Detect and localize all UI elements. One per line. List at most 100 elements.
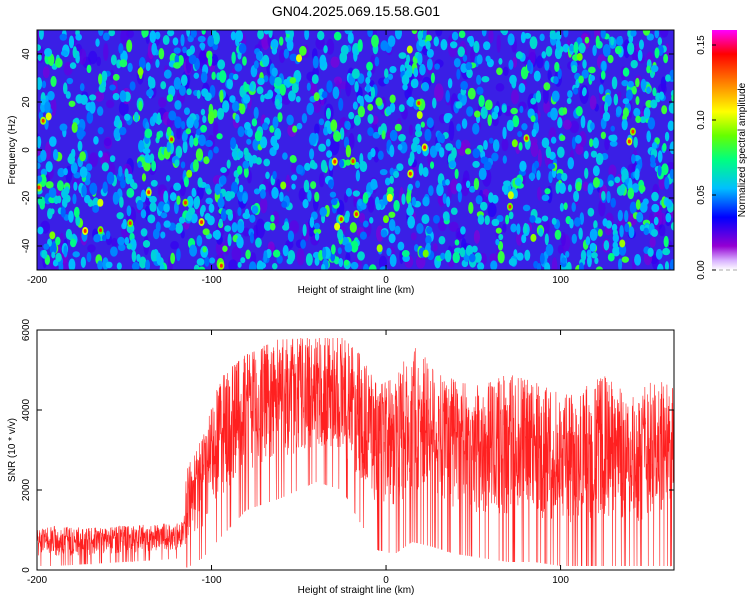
spectrogram-cell xyxy=(65,91,71,99)
spectrogram-cell xyxy=(226,78,233,90)
spectrogram-cell xyxy=(348,132,355,150)
spectrogram-cell xyxy=(63,245,68,258)
spectrogram-cell xyxy=(182,140,188,154)
spectrogram-cell xyxy=(461,118,468,129)
spectrogram-cell xyxy=(426,226,433,235)
spectrogram-cell xyxy=(114,115,121,125)
spectrogram-cell xyxy=(608,180,614,187)
spectrogram-cell xyxy=(520,31,526,44)
spectrogram-cell xyxy=(347,32,354,44)
spectrogram-cell xyxy=(190,213,198,224)
spectrogram-cell xyxy=(108,30,116,37)
spectrogram-cell xyxy=(581,69,589,79)
spectrogram-cell xyxy=(416,111,423,120)
spectrogram-cell xyxy=(83,229,87,234)
spectrogram-cell xyxy=(450,178,459,195)
spectrogram-cell xyxy=(42,66,50,79)
spectrogram-cell xyxy=(44,48,53,57)
spectrogram-cell xyxy=(496,34,501,53)
spectrogram-cell xyxy=(120,178,126,189)
spectrogram-cell xyxy=(647,117,656,130)
spectrogram-cell xyxy=(253,188,261,195)
spectrogram-cell xyxy=(548,170,553,184)
spectrogram-cell xyxy=(642,30,651,36)
spectrogram-cell xyxy=(657,263,664,270)
spectrogram-cell xyxy=(168,110,177,121)
spectrogram-cell xyxy=(109,155,116,163)
spectrogram-cell xyxy=(55,252,62,263)
spectrogram-cell xyxy=(71,122,78,133)
spectrogram-cell xyxy=(151,160,157,172)
spectrogram-cell xyxy=(299,45,307,56)
spectrogram-cell xyxy=(270,214,275,223)
spectrogram-cell xyxy=(449,41,458,49)
spectrogram-cell xyxy=(203,156,210,165)
spectrogram-cell xyxy=(145,62,151,72)
spectrogram-cell xyxy=(268,30,273,39)
spectrogram-cell xyxy=(602,218,608,227)
spectrogram-cell xyxy=(140,228,148,237)
spectrogram-cell xyxy=(543,99,551,114)
spectrogram-cell xyxy=(415,123,422,132)
spectrogram-cell xyxy=(296,54,303,63)
spectrogram-cell xyxy=(578,42,586,54)
spectrogram-cell xyxy=(231,100,240,112)
spectrogram-cell xyxy=(567,157,574,170)
spectrogram-cell xyxy=(260,189,266,199)
spectrogram-cell xyxy=(198,50,207,64)
spectrogram-cell xyxy=(647,247,654,257)
snr-x-tick-label: 0 xyxy=(383,575,389,586)
spectrogram-cell xyxy=(367,103,374,111)
spectrogram-cell xyxy=(465,245,474,257)
spectrogram-cell xyxy=(231,181,239,195)
spectrogram-cell xyxy=(208,53,213,67)
spectrogram-cell xyxy=(566,261,572,270)
spectrogram-cell xyxy=(283,48,290,59)
spectrogram-cell xyxy=(397,241,405,251)
spectrogram-cell xyxy=(655,248,663,260)
spectrogram-cell xyxy=(511,77,517,89)
spectrogram-cell xyxy=(89,152,99,168)
spectrogram-cell xyxy=(186,48,193,57)
spectrogram-cell xyxy=(425,242,431,251)
spectrogram-cell xyxy=(344,159,352,166)
spectrogram-cell xyxy=(541,51,547,59)
spectrogram-cell xyxy=(518,142,523,151)
spectrogram-cell xyxy=(307,189,312,202)
spectrogram-cell xyxy=(246,127,253,138)
spectrogram-cell xyxy=(536,170,541,181)
spectrogram-cell xyxy=(516,252,524,261)
spectrogram-cell xyxy=(569,120,580,134)
spectrogram-cell xyxy=(112,73,120,81)
spectrogram-cell xyxy=(412,136,420,145)
spectrogram-cell xyxy=(312,55,319,69)
spectrogram-cell xyxy=(344,121,351,130)
spectrogram-cell xyxy=(424,128,432,142)
spectrogram-cell xyxy=(582,59,587,69)
spectrogram-cell xyxy=(37,135,42,149)
spectrogram-cell xyxy=(533,160,540,169)
spectrogram-cell xyxy=(510,223,517,233)
spectrogram-cell xyxy=(118,100,129,116)
spectrogram-cell xyxy=(664,131,670,142)
spectrogram-cell xyxy=(502,223,507,233)
spectrogram-cell xyxy=(511,139,518,148)
spectrogram-cell xyxy=(617,209,623,222)
spectrogram-cell xyxy=(68,35,75,49)
spectrogram-cell xyxy=(274,128,282,140)
spectrogram-cell xyxy=(465,62,473,71)
colorbar-gradient xyxy=(712,30,737,270)
spectrogram-cell xyxy=(510,107,518,115)
spectrogram-cell xyxy=(66,77,74,85)
spectrogram-cell xyxy=(257,77,265,86)
spectrogram-cell xyxy=(562,43,570,53)
spectrogram-cell xyxy=(587,255,592,268)
spectrogram-cell xyxy=(445,143,454,151)
spectrogram-cell xyxy=(575,143,584,155)
spectrogram-cell xyxy=(508,59,514,70)
spectrogram-cell xyxy=(464,148,472,155)
spectrogram-cell xyxy=(375,97,383,107)
spectrogram-cell xyxy=(193,196,200,210)
spectrogram-cell xyxy=(664,261,670,270)
spectrogram-cell xyxy=(334,222,341,231)
